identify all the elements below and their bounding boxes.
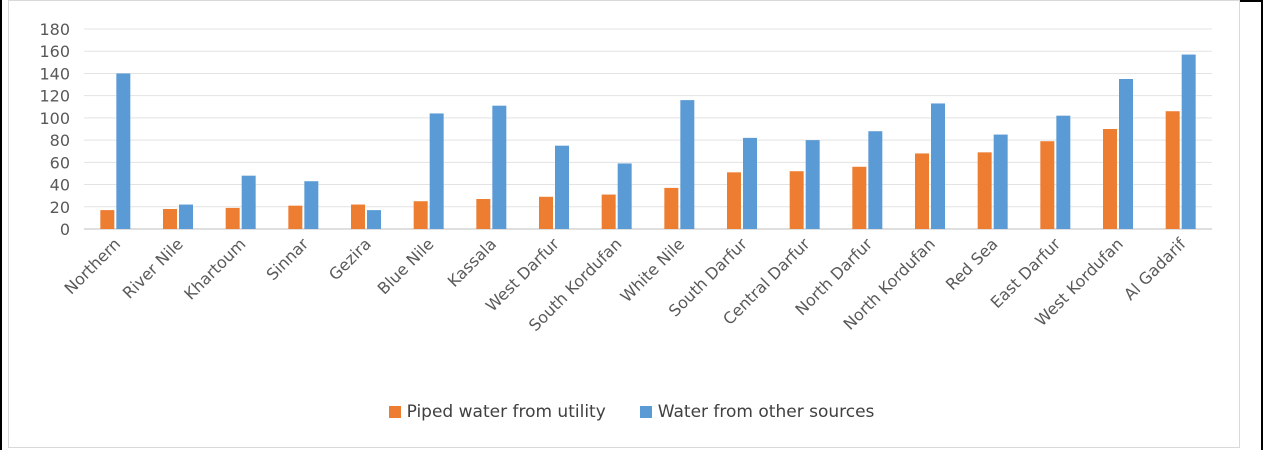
legend-item-other: Water from other sources — [639, 402, 875, 422]
y-tick-label-20: 20 — [50, 198, 70, 217]
bar-piped-north-kordufan — [915, 153, 929, 229]
y-tick-label-180: 180 — [39, 20, 70, 39]
bar-other-south-darfur — [743, 137, 757, 229]
x-tick-label-sinnar: Sinnar — [262, 234, 312, 284]
bar-piped-khartoum — [225, 207, 240, 229]
bar-other-west-kordufan — [1119, 79, 1133, 229]
bar-piped-river-nile — [163, 209, 177, 229]
bar-piped-al-gadarif — [1165, 111, 1180, 229]
bar-piped-sinnar — [288, 205, 303, 229]
x-tick-label-red-sea: Red Sea — [942, 234, 1002, 294]
legend-swatch-other — [639, 406, 652, 418]
bar-piped-central-darfur — [789, 171, 804, 229]
y-tick-label-60: 60 — [50, 153, 70, 172]
bar-other-sinnar — [304, 181, 319, 229]
bar-other-blue-nile — [429, 113, 444, 229]
legend-label-other: Water from other sources — [657, 402, 875, 422]
y-tick-label-160: 160 — [39, 42, 70, 61]
page-border-right — [1261, 0, 1263, 450]
x-tick-label-kassala: Kassala — [444, 234, 500, 290]
bar-piped-south-kordufan — [601, 194, 616, 229]
chart-legend: Piped water from utility Water from othe… — [0, 402, 1263, 422]
bar-other-west-darfur — [555, 145, 569, 229]
bar-other-river-nile — [179, 204, 193, 229]
y-tick-label-100: 100 — [39, 109, 70, 128]
bar-other-northern — [116, 73, 131, 229]
x-tick-label-khartoum: Khartoum — [180, 234, 249, 303]
bar-other-south-kordufan — [617, 163, 632, 229]
legend-swatch-piped — [388, 406, 401, 418]
bar-piped-south-darfur — [727, 172, 741, 229]
y-tick-label-140: 140 — [39, 64, 70, 83]
y-tick-label-120: 120 — [39, 87, 70, 106]
bar-piped-white-nile — [664, 187, 679, 229]
page-border-left — [0, 0, 2, 450]
page-border-top-right — [1240, 0, 1263, 2]
bar-other-white-nile — [680, 100, 695, 229]
x-tick-label-blue-nile: Blue Nile — [374, 234, 438, 298]
bar-other-al-gadarif — [1181, 54, 1196, 229]
y-tick-label-40: 40 — [50, 176, 70, 195]
bar-other-north-darfur — [868, 131, 883, 229]
x-tick-label-river-nile: River Nile — [119, 234, 187, 302]
x-tick-label-al-gadarif: Al Gadarif — [1120, 234, 1190, 304]
legend-label-piped: Piped water from utility — [406, 402, 606, 422]
bar-piped-west-darfur — [539, 196, 553, 229]
bar-other-gezira — [367, 210, 381, 229]
bar-piped-red-sea — [977, 152, 992, 229]
bar-other-east-darfur — [1056, 115, 1071, 229]
bar-other-red-sea — [993, 134, 1008, 229]
x-tick-label-gezira: Gezira — [325, 234, 375, 284]
bar-piped-kassala — [476, 199, 491, 229]
bar-piped-blue-nile — [413, 201, 428, 229]
bar-piped-north-darfur — [852, 166, 867, 229]
bar-other-central-darfur — [805, 140, 820, 229]
bar-other-khartoum — [241, 175, 256, 229]
bar-other-kassala — [492, 105, 507, 229]
bar-piped-gezira — [351, 204, 365, 229]
bar-piped-west-kordufan — [1103, 129, 1117, 229]
bar-other-north-kordufan — [931, 103, 945, 229]
legend-item-piped: Piped water from utility — [388, 402, 606, 422]
x-tick-label-northern: Northern — [61, 234, 125, 298]
bar-piped-northern — [100, 210, 115, 229]
y-tick-label-0: 0 — [60, 220, 70, 239]
bar-piped-east-darfur — [1040, 141, 1055, 229]
y-tick-label-80: 80 — [50, 131, 70, 150]
